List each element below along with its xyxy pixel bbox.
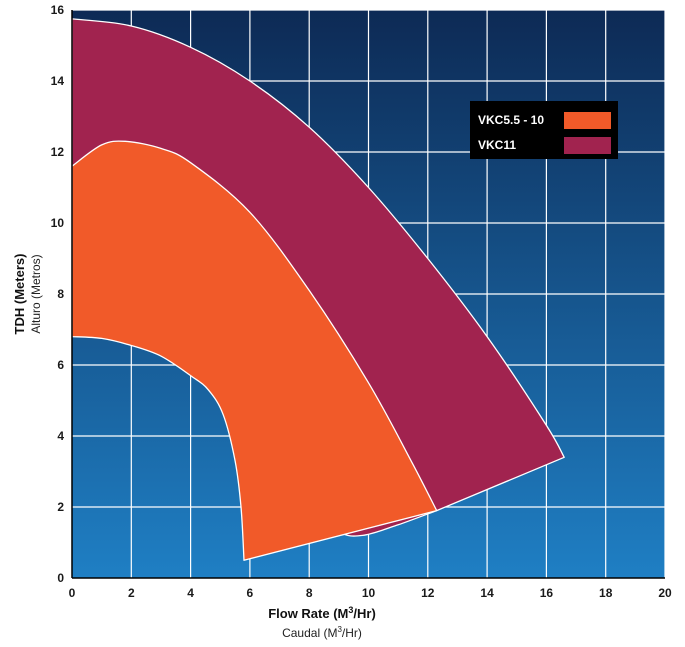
x-tick-label: 18 — [599, 586, 613, 600]
x-axis-subtitle-sup: 3 — [337, 625, 342, 634]
x-tick-label: 0 — [69, 586, 76, 600]
y-tick-label: 12 — [51, 145, 65, 159]
x-axis-title: Flow Rate (M3/Hr) — [268, 605, 376, 621]
legend: VKC5.5 - 10 VKC11 — [470, 101, 618, 159]
x-axis-title-suffix: /Hr) — [353, 606, 375, 621]
performance-bands — [72, 18, 565, 561]
y-tick-label: 4 — [57, 429, 64, 443]
band-vkc5-5-10 — [72, 140, 438, 561]
y-tick-label: 6 — [57, 358, 64, 372]
x-tick-label: 20 — [658, 586, 672, 600]
legend-label-vkc55: VKC5.5 - 10 — [478, 113, 544, 127]
x-axis-subtitle: Caudal (M3/Hr) — [282, 625, 362, 640]
x-tick-label: 16 — [540, 586, 554, 600]
y-axis-title: TDH (Meters) — [12, 254, 27, 335]
y-tick-label: 14 — [51, 74, 65, 88]
x-axis-title-prefix: Flow Rate (M — [268, 606, 348, 621]
x-tick-label: 2 — [128, 586, 135, 600]
y-tick-label: 16 — [51, 3, 65, 17]
y-tick-label: 8 — [57, 287, 64, 301]
legend-swatch-vkc11 — [564, 137, 611, 154]
axes — [71, 10, 665, 579]
x-tick-label: 6 — [247, 586, 254, 600]
y-tick-labels: 0 2 4 6 8 10 12 14 16 — [51, 3, 65, 585]
y-axis-subtitle: Alturo (Metros) — [29, 254, 43, 333]
y-tick-label: 0 — [57, 571, 64, 585]
y-tick-label: 2 — [57, 500, 64, 514]
x-axis-subtitle-prefix: Caudal (M — [282, 626, 337, 640]
legend-swatch-vkc55 — [564, 112, 611, 129]
legend-label-vkc11: VKC11 — [478, 138, 516, 152]
x-tick-label: 14 — [480, 586, 494, 600]
x-tick-label: 12 — [421, 586, 435, 600]
x-tick-labels: 0 2 4 6 8 10 12 14 16 18 20 — [69, 586, 672, 600]
x-tick-label: 4 — [187, 586, 194, 600]
x-tick-label: 8 — [306, 586, 313, 600]
y-tick-label: 10 — [51, 216, 65, 230]
x-axis-title-sup: 3 — [348, 605, 353, 615]
x-tick-label: 10 — [362, 586, 376, 600]
x-axis-subtitle-suffix: /Hr) — [342, 626, 362, 640]
